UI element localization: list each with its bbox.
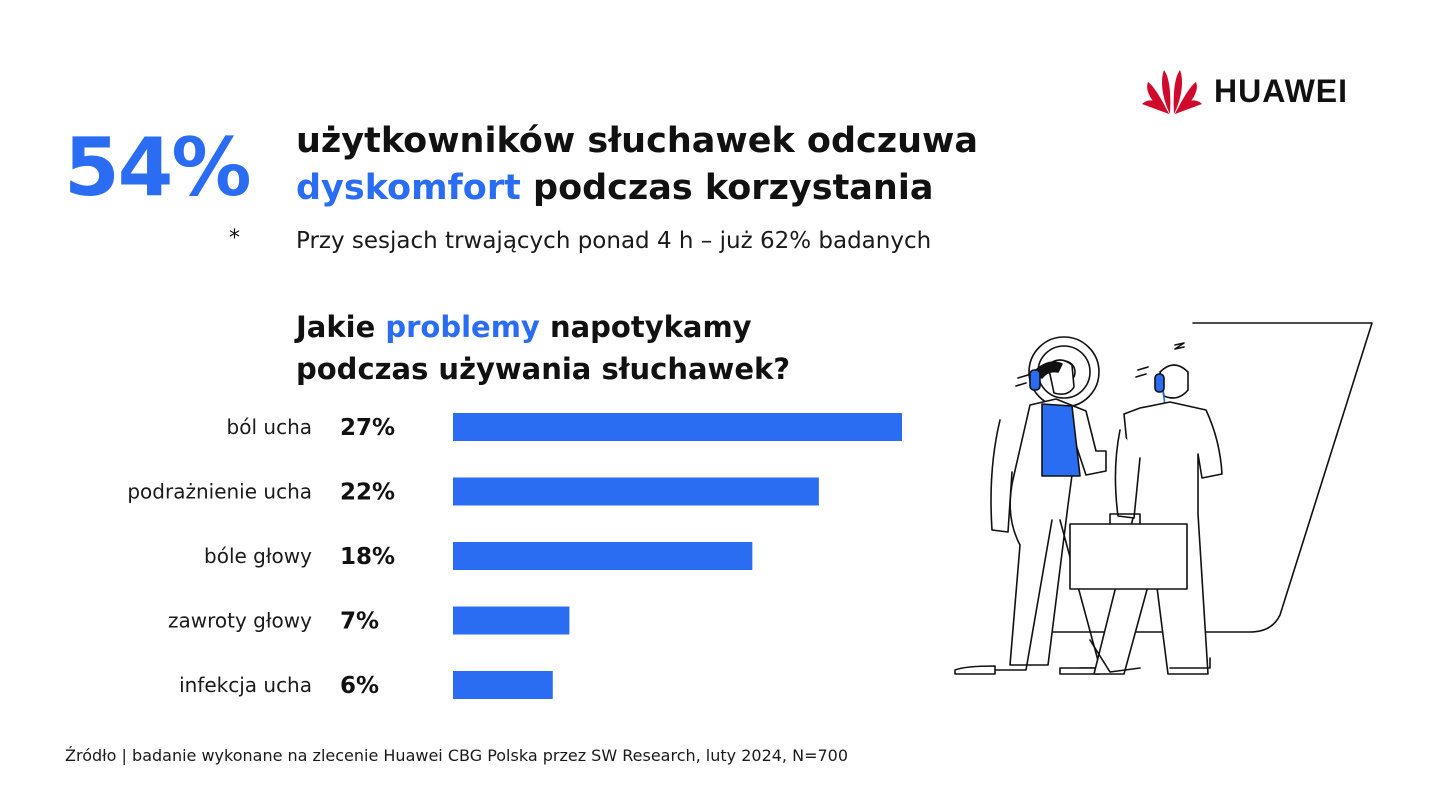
question-accent: problemy	[385, 310, 540, 344]
headline-line1: użytkowników słuchawek odczuwa	[296, 121, 979, 161]
briefcase	[1069, 523, 1188, 590]
bar	[453, 542, 753, 570]
headline-stat: 54%	[64, 121, 251, 214]
value-label: 7%	[340, 609, 379, 635]
question-line1: Jakie problemy napotykamy	[296, 306, 790, 348]
person2-headphones	[1154, 373, 1165, 393]
huawei-petals-icon	[1142, 70, 1202, 114]
person2-arm	[1114, 429, 1141, 519]
value-label: 18%	[340, 544, 395, 570]
bar	[453, 671, 553, 699]
question-line2: podczas używania słuchawek?	[296, 352, 791, 386]
question-rest: napotykamy	[539, 310, 752, 344]
brand-name: HUAWEI	[1214, 72, 1348, 109]
headline-accent: dyskomfort	[296, 168, 521, 208]
category-label: infekcja ucha	[179, 673, 312, 697]
chart-question: Jakie problemy napotykamy podczas używan…	[296, 306, 790, 390]
headline-line2: dyskomfort podczas korzystania	[296, 165, 978, 212]
value-label: 27%	[340, 415, 395, 441]
person1-headphones	[1029, 369, 1041, 391]
person1-shirt	[1041, 403, 1081, 477]
person2-feet	[1089, 639, 1211, 673]
headline: użytkowników słuchawek odczuwa dyskomfor…	[296, 118, 978, 212]
category-label: podrażnienie ucha	[127, 480, 312, 504]
category-label: zawroty głowy	[168, 609, 312, 633]
background-shape	[1039, 322, 1373, 633]
briefcase-handle	[1109, 513, 1141, 525]
category-label: ból ucha	[227, 415, 312, 439]
headline-line2-rest: podczas korzystania	[520, 168, 934, 208]
bar	[453, 606, 570, 635]
question-prefix: Jakie	[296, 310, 386, 344]
huawei-logo: HUAWEI	[1140, 66, 1348, 116]
people-illustration	[954, 322, 1373, 675]
buzz-marks	[1015, 342, 1185, 387]
bar	[453, 477, 819, 506]
bar-chart: ból ucha 27% podrażnienie ucha 22% bóle głow…	[127, 413, 902, 699]
value-label: 6%	[340, 673, 379, 699]
footnote-asterisk: *	[229, 226, 240, 251]
bar	[453, 413, 902, 441]
person2-head	[1159, 364, 1189, 399]
person1-shoes	[954, 665, 1101, 675]
source-note: Źródło | badanie wykonane na zlecenie Hu…	[65, 746, 849, 765]
value-label: 22%	[340, 480, 395, 506]
person1-arm	[990, 419, 1013, 533]
category-label: bóle głowy	[204, 544, 312, 568]
person1-hair	[1033, 361, 1063, 379]
footnote-text: Przy sesjach trwających ponad 4 h – już …	[296, 228, 932, 254]
